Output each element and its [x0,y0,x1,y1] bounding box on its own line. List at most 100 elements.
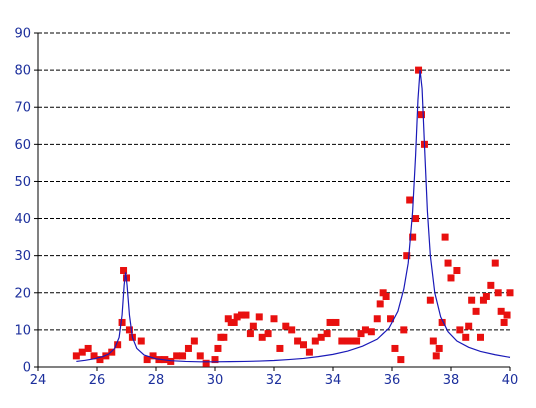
x-tick-label: 34 [325,373,342,388]
data-point [429,337,437,345]
data-point [391,344,399,352]
data-point [84,344,92,352]
data-point [255,313,263,321]
data-point [373,315,381,323]
data-point [114,341,122,349]
data-point [338,337,346,345]
data-point [361,326,369,334]
data-point [397,356,405,364]
data-point [173,352,181,360]
data-point [403,252,411,260]
data-point [258,333,266,341]
data-point [125,326,133,334]
data-point [190,337,198,345]
data-point [167,357,175,365]
data-point [382,292,390,300]
data-point [276,344,284,352]
data-point [482,292,490,300]
data-point [357,330,365,338]
data-point [503,311,511,319]
data-point [400,326,408,334]
data-point [211,356,219,364]
data-point [367,328,375,336]
data-point [317,333,325,341]
y-tick-label: 40 [14,212,31,227]
x-tick-label: 28 [148,373,165,388]
data-point [90,352,98,360]
grid-lines [38,32,510,331]
data-point [426,296,434,304]
data-point [477,333,484,341]
data-point [108,348,116,356]
x-axis-ticks: 24 26 28 30 32 34 36 38 40 [30,367,519,388]
y-tick-label: 70 [14,101,31,116]
data-point [249,322,257,330]
data-point [506,289,514,297]
data-point [409,233,417,241]
data-point [497,307,505,315]
data-point [184,344,192,352]
x-tick-label: 36 [384,373,401,388]
data-point [444,259,452,267]
y-tick-label: 30 [14,249,31,264]
data-point [353,337,361,345]
data-point [462,333,470,341]
data-point [418,111,425,119]
data-point [494,289,502,297]
data-point [233,313,241,321]
data-point [300,341,307,349]
data-point [376,300,384,308]
data-point [143,356,151,364]
y-tick-label: 50 [14,175,31,190]
y-tick-label: 60 [14,138,31,153]
data-point [453,267,461,275]
y-tick-label: 10 [14,323,31,338]
data-point [202,359,210,367]
data-point [415,66,423,74]
data-point [406,196,414,204]
data-point [78,348,86,356]
data-point [282,322,290,330]
data-point [196,352,204,360]
data-point [238,311,246,319]
data-point [149,352,157,360]
data-point [465,322,473,330]
data-point [379,289,387,297]
data-point [230,318,238,326]
x-tick-label: 40 [502,373,519,388]
x-tick-label: 38 [443,373,460,388]
data-point [96,356,104,364]
x-tick-label: 26 [89,373,106,388]
data-point [137,337,145,345]
y-axis-ticks: 0 10 20 30 40 50 60 70 80 90 [14,27,38,376]
data-point [387,315,395,323]
y-tick-label: 20 [14,286,31,301]
data-point [472,307,480,315]
y-tick-label: 0 [23,361,31,376]
data-point [120,267,128,275]
data-point [323,330,331,338]
data-point [438,318,446,326]
data-point [441,233,449,241]
data-point [468,296,476,304]
data-point [294,337,302,345]
data-point [220,333,228,341]
data-point [487,281,495,289]
data-point [500,318,508,326]
data-point [456,326,464,334]
data-point [214,344,222,352]
data-point [179,352,187,360]
data-point [224,315,232,323]
data-point [326,318,334,326]
data-point [332,318,340,326]
data-point [305,348,313,356]
data-points [72,66,514,367]
fit-line [76,70,511,363]
data-point [118,318,126,326]
data-point [435,344,443,352]
y-tick-label: 90 [14,27,31,42]
data-point [264,330,272,338]
data-point [270,315,278,323]
data-point [432,352,440,360]
